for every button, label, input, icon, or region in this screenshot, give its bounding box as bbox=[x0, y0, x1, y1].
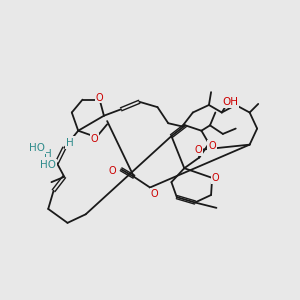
Text: OH: OH bbox=[222, 97, 239, 107]
Text: O: O bbox=[194, 145, 202, 155]
Text: O: O bbox=[109, 167, 116, 176]
Text: HO: HO bbox=[40, 160, 56, 170]
Text: O: O bbox=[91, 134, 98, 144]
Text: H: H bbox=[66, 137, 74, 148]
Text: O: O bbox=[151, 189, 158, 199]
Text: O: O bbox=[96, 92, 104, 103]
Text: O: O bbox=[212, 173, 219, 183]
Text: O: O bbox=[208, 141, 216, 151]
Text: H: H bbox=[44, 149, 52, 159]
Text: HO: HO bbox=[29, 143, 45, 153]
